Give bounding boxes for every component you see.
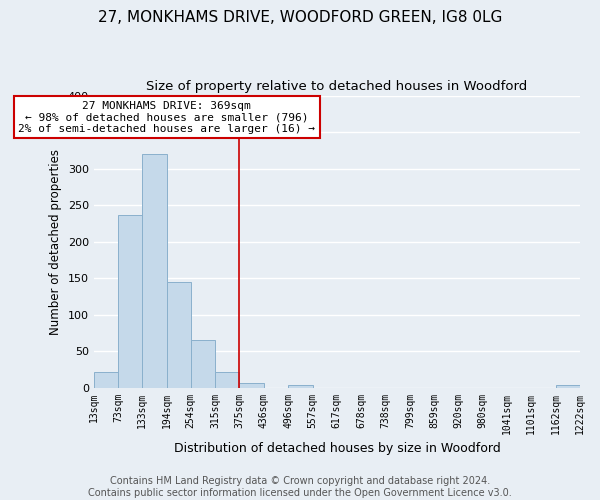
Text: 27, MONKHAMS DRIVE, WOODFORD GREEN, IG8 0LG: 27, MONKHAMS DRIVE, WOODFORD GREEN, IG8 … — [98, 10, 502, 25]
X-axis label: Distribution of detached houses by size in Woodford: Distribution of detached houses by size … — [173, 442, 500, 455]
Text: 27 MONKHAMS DRIVE: 369sqm
← 98% of detached houses are smaller (796)
2% of semi-: 27 MONKHAMS DRIVE: 369sqm ← 98% of detac… — [18, 100, 315, 134]
Bar — [94, 372, 118, 388]
Bar — [288, 385, 313, 388]
Bar — [239, 382, 264, 388]
Title: Size of property relative to detached houses in Woodford: Size of property relative to detached ho… — [146, 80, 527, 93]
Y-axis label: Number of detached properties: Number of detached properties — [49, 148, 62, 334]
Text: Contains HM Land Registry data © Crown copyright and database right 2024.
Contai: Contains HM Land Registry data © Crown c… — [88, 476, 512, 498]
Bar — [556, 386, 580, 388]
Bar — [167, 282, 191, 388]
Bar — [118, 216, 142, 388]
Bar — [142, 154, 167, 388]
Bar — [215, 372, 239, 388]
Bar — [191, 340, 215, 388]
